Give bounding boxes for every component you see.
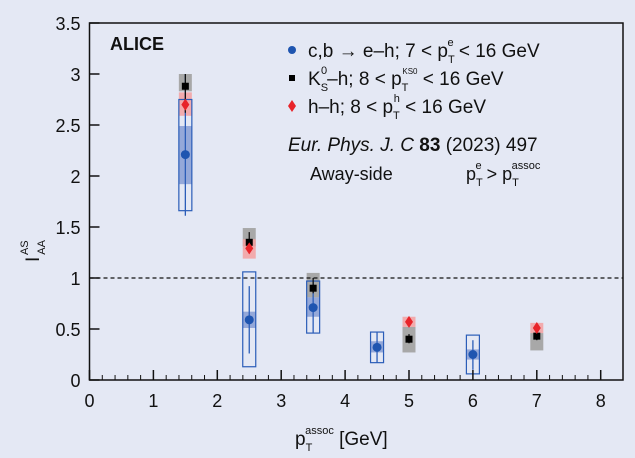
x-tick-label: 4 — [340, 391, 350, 411]
x-tick-label: 3 — [276, 391, 286, 411]
legend-marker-square — [289, 75, 295, 81]
axis-ticks: 0 1 2 3 4 5 6 7 8 0 0.5 1 1.5 2 2.5 3 3.5 — [55, 14, 605, 411]
x-tick-label: 5 — [404, 391, 414, 411]
y-tick-label: 0 — [70, 371, 80, 391]
hh-point — [532, 321, 541, 334]
data-marks — [178, 74, 544, 375]
x-tick-label: 8 — [596, 391, 606, 411]
svg-text:IAAAS: IAAAS — [19, 239, 48, 262]
kaon-point — [533, 332, 541, 340]
x-tick-label: 2 — [212, 391, 222, 411]
y-tick-label: 0.5 — [55, 320, 80, 340]
y-tick-label: 3 — [70, 65, 80, 85]
hh-point — [245, 242, 254, 255]
x-tick-label: 7 — [532, 391, 542, 411]
y-axis-label: IAAAS — [19, 239, 48, 262]
ehf-point — [468, 350, 478, 359]
reference-citation: Eur. Phys. J. C 83 (2023) 497 — [288, 135, 538, 156]
pt-cut-label: pTe > pTassoc — [466, 160, 541, 189]
y-tick-label: 2 — [70, 167, 80, 187]
legend-marker-diamond — [288, 100, 296, 112]
ehf-sys-box — [242, 271, 257, 368]
y-tick-label: 3.5 — [55, 14, 80, 34]
legend-entry-2-superscript: KS0 — [402, 67, 418, 76]
x-tick-label: 0 — [84, 391, 94, 411]
ehf-point — [180, 150, 190, 160]
kaon-point — [245, 238, 253, 246]
y-tick-label: 1 — [70, 269, 80, 289]
ehf-point — [308, 303, 318, 313]
hh-point — [181, 98, 190, 111]
y-tick-label: 2.5 — [55, 116, 80, 136]
x-axis-label: pTassoc [GeV] — [295, 425, 388, 454]
experiment-label: ALICE — [110, 34, 164, 54]
hh-point — [405, 315, 413, 328]
legend-entry-2: KS0–h; 8 < pTKS0 < 16 GeV — [308, 65, 504, 94]
x-tick-label: 1 — [148, 391, 158, 411]
kaon-point — [309, 284, 317, 292]
kaon-point — [181, 82, 189, 90]
ehf-point — [372, 342, 382, 352]
plot-frame — [88, 22, 624, 381]
legend: c,b → e–h; 7 < pTe < 16 GeV KS0–h; 8 < p… — [288, 37, 540, 122]
legend-entry-3: h–h; 8 < pTh < 16 GeV — [308, 93, 486, 122]
y-tick-label: 1.5 — [55, 218, 80, 238]
legend-entry-1: c,b → e–h; 7 < pTe < 16 GeV — [308, 37, 540, 66]
ehf-point — [244, 315, 254, 325]
kaon-point — [405, 335, 413, 343]
legend-marker-circle — [288, 46, 296, 54]
away-side-label: Away-side — [310, 164, 393, 184]
x-tick-label: 6 — [468, 391, 478, 411]
